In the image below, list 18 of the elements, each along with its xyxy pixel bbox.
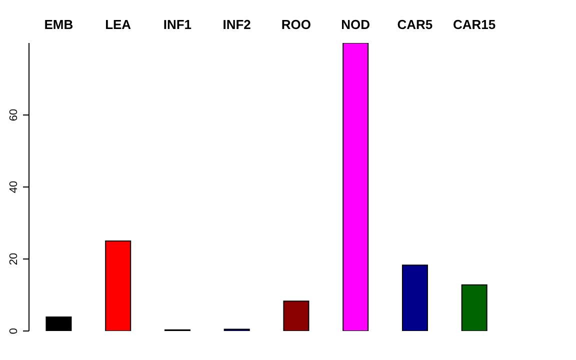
- x-tick-label: LEA: [105, 17, 132, 32]
- x-tick-label: INF2: [222, 17, 251, 32]
- y-tick-label: 40: [8, 180, 20, 194]
- bar: [105, 240, 132, 331]
- x-tick-label: CAR15: [453, 17, 496, 32]
- x-tick-label: INF1: [163, 17, 192, 32]
- bar: [402, 264, 428, 331]
- bar: [342, 43, 369, 331]
- bar: [46, 316, 72, 331]
- x-tick-label: CAR5: [397, 17, 433, 32]
- y-tick-label: 60: [8, 108, 20, 122]
- x-tick-label: NOD: [341, 17, 370, 32]
- y-tick-label: 20: [8, 252, 20, 266]
- x-tick-label: EMB: [44, 17, 74, 32]
- bar: [283, 300, 310, 331]
- bar: [461, 284, 488, 331]
- y-tick-label: 0: [8, 328, 20, 334]
- x-tick-label: ROO: [281, 17, 311, 32]
